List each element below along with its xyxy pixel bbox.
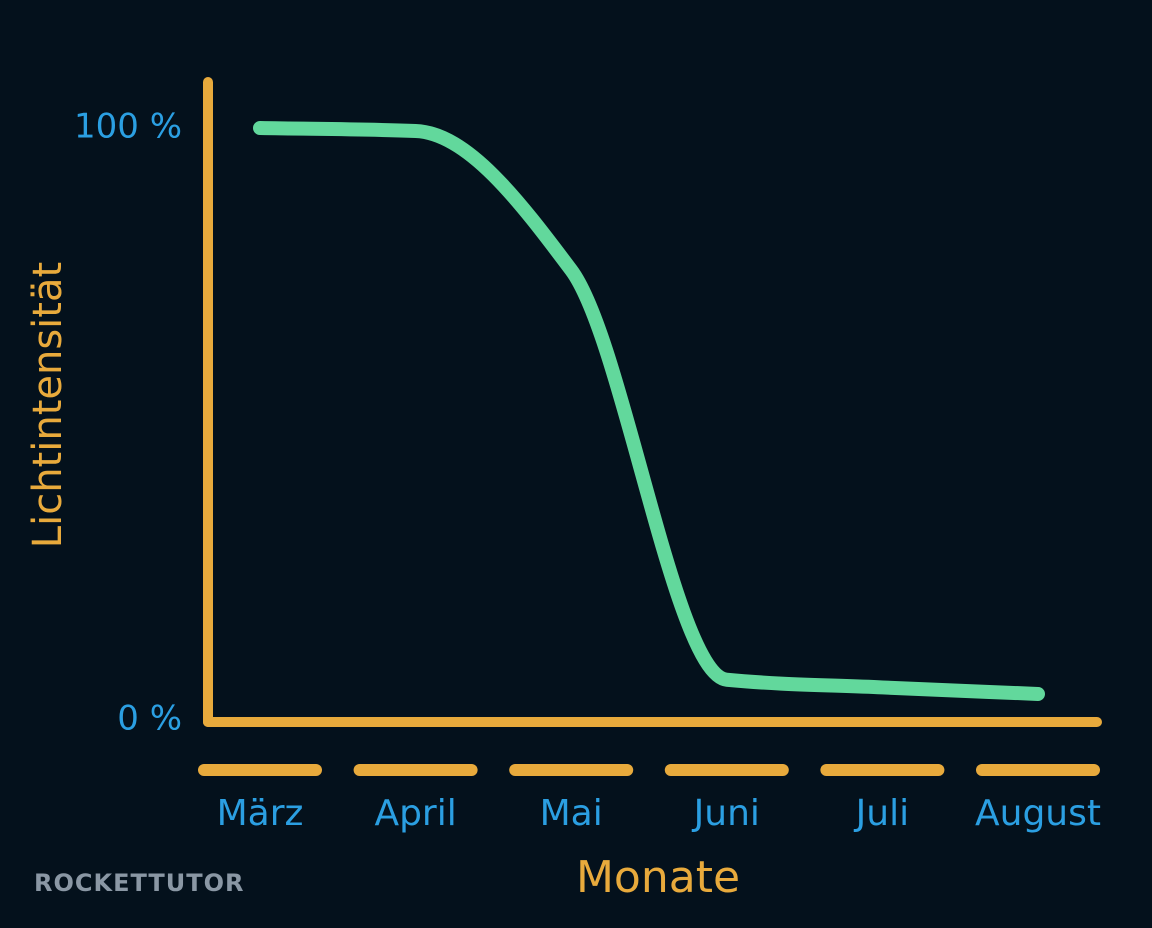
y-axis-label: Lichtintensität xyxy=(25,262,71,548)
x-tick-label: April xyxy=(374,793,456,834)
x-tick-label: Mai xyxy=(540,793,603,834)
x-tick-label: Juni xyxy=(692,793,760,834)
x-tick-label: Juli xyxy=(854,793,909,834)
x-tick-label: März xyxy=(217,793,304,834)
y-tick-label: 0 % xyxy=(117,699,182,739)
x-axis-label: Monate xyxy=(576,852,740,903)
watermark: ROCKETTUTOR xyxy=(34,869,245,897)
data-line xyxy=(253,121,1045,701)
x-tick-label: August xyxy=(975,793,1101,834)
y-tick-label: 100 % xyxy=(74,107,182,147)
